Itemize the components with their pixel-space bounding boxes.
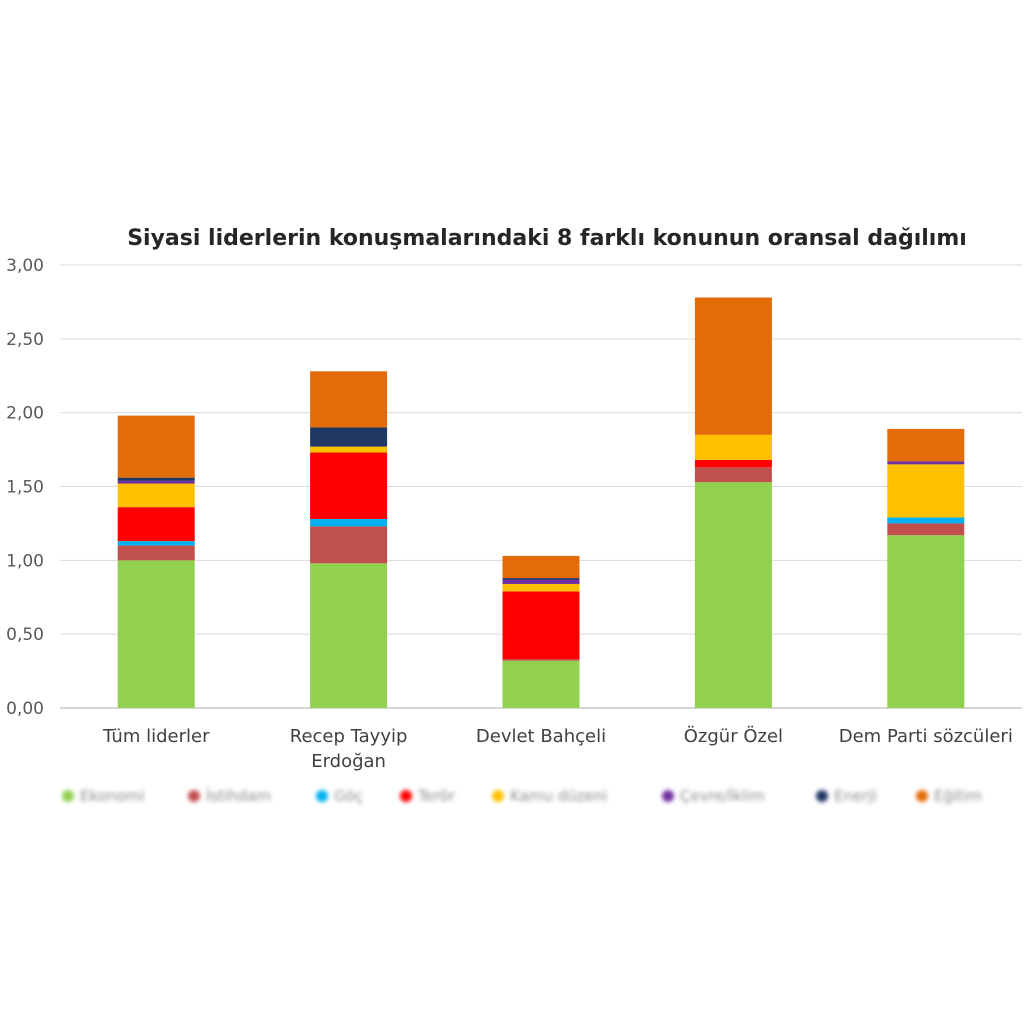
bar-segment (310, 526, 388, 564)
legend-marker (916, 790, 928, 802)
bar-segment (502, 660, 580, 708)
x-tick-label: Dem Parti sözcüleri (839, 726, 1013, 747)
x-tick-label: Devlet Bahçeli (476, 726, 606, 747)
y-tick-label: 0,00 (6, 699, 44, 719)
y-axis-ticks: 0,00 0,50 1,00 1,50 2,00 2,50 3,00 (6, 256, 44, 719)
y-tick-label: 1,50 (6, 478, 44, 498)
bar-segment (694, 434, 772, 460)
bar-segment (117, 541, 195, 546)
y-tick-label: 1,00 (6, 551, 44, 571)
legend-label: İstihdam (206, 786, 271, 805)
bar-segment (117, 507, 195, 542)
bar-segment (887, 464, 965, 518)
x-tick-label: Tüm liderler (102, 726, 210, 747)
legend-marker (816, 790, 828, 802)
legend-label: Terör (417, 787, 456, 805)
bar-segment (694, 482, 772, 708)
x-axis-labels: Tüm liderler Recep Tayyip Erdoğan Devlet Ba… (102, 725, 1013, 772)
bar-segment (502, 579, 580, 584)
bar-segment (117, 483, 195, 508)
legend-label: Kamu düzeni (510, 787, 607, 805)
bar-segment (117, 415, 195, 478)
bar-segment (310, 452, 388, 519)
legend-label: Ekonomi (80, 787, 144, 805)
y-tick-label: 3,00 (6, 256, 44, 276)
legend-label: Eğitim (934, 787, 982, 805)
y-tick-label: 2,50 (6, 330, 44, 350)
bar-segment (117, 480, 195, 484)
bars (117, 297, 965, 708)
bar-segment (887, 535, 965, 708)
bar-segment (502, 659, 580, 661)
gridlines (60, 264, 1022, 709)
bar-segment (310, 446, 388, 453)
bar-segment (310, 563, 388, 708)
legend-label: Çevre/İklim (680, 786, 765, 805)
bar-segment (502, 555, 580, 579)
y-tick-label: 2,00 (6, 404, 44, 424)
bar-segment (117, 477, 195, 481)
bar-segment (887, 461, 965, 465)
bar-segment (694, 467, 772, 483)
x-tick-label: Özgür Özel (684, 725, 783, 747)
legend: Ekonomi İstihdam Göç Terör Kamu düzeni Çevre/… (62, 786, 982, 805)
bar-segment (887, 517, 965, 524)
x-tick-label: Recep Tayyip (290, 726, 408, 747)
bar-segment (117, 560, 195, 708)
legend-marker (400, 790, 412, 802)
bar-segment (502, 591, 580, 660)
legend-label: Göç (334, 787, 363, 805)
bar-segment (310, 427, 388, 447)
x-tick-label: Erdoğan (311, 751, 386, 772)
bar-segment (310, 518, 388, 527)
bar-segment (310, 371, 388, 428)
legend-marker (62, 790, 74, 802)
legend-label: Enerji (834, 787, 877, 805)
bar-segment (502, 578, 580, 580)
chart-title: Siyasi liderlerin konuşmalarındaki 8 far… (127, 226, 967, 251)
bar-segment (887, 523, 965, 536)
legend-marker (492, 790, 504, 802)
bar-segment (117, 545, 195, 561)
y-tick-label: 0,50 (6, 625, 44, 645)
bar-segment (887, 428, 965, 462)
bar-segment (694, 297, 772, 435)
legend-marker (188, 790, 200, 802)
bar-segment (694, 459, 772, 468)
bar-segment (502, 583, 580, 592)
legend-marker (316, 790, 328, 802)
legend-marker (662, 790, 674, 802)
